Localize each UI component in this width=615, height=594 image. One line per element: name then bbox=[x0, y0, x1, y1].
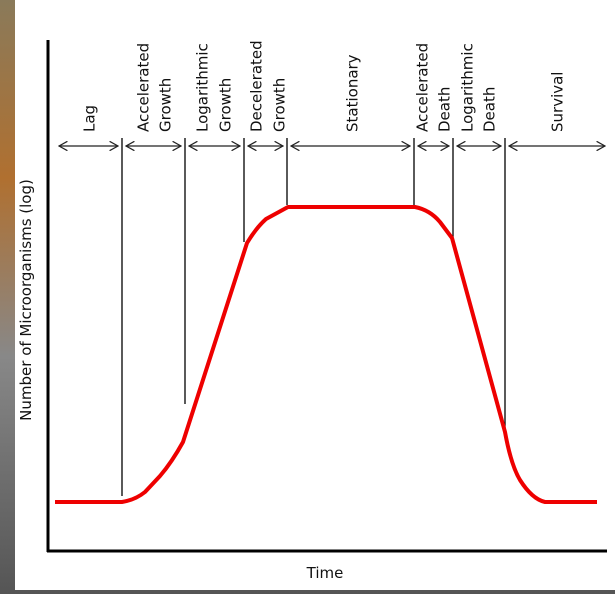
x-axis-label: Time bbox=[306, 564, 344, 582]
phase-label: Accelerated bbox=[135, 43, 153, 132]
y-axis-label: Number of Microorganisms (log) bbox=[17, 179, 35, 421]
phase-label: Lag bbox=[81, 105, 99, 132]
phase-label: Death bbox=[481, 87, 499, 132]
phase-labels: Lag Accelerated Growth Logarithmic Growt… bbox=[81, 40, 567, 132]
phase-label: Death bbox=[436, 87, 454, 132]
phase-label: Logarithmic bbox=[194, 43, 212, 132]
growth-curve bbox=[55, 205, 597, 504]
phase-label: Stationary bbox=[344, 54, 362, 132]
phase-label: Growth bbox=[271, 78, 289, 132]
phase-label: Growth bbox=[217, 78, 235, 132]
panel bbox=[15, 0, 615, 590]
phase-label: Decelerated bbox=[248, 40, 266, 132]
phase-label: Growth bbox=[157, 78, 175, 132]
phase-label: Survival bbox=[549, 72, 567, 132]
phase-label: Accelerated bbox=[414, 43, 432, 132]
phase-boundaries bbox=[121, 138, 506, 496]
phase-label: Logarithmic bbox=[459, 43, 477, 132]
